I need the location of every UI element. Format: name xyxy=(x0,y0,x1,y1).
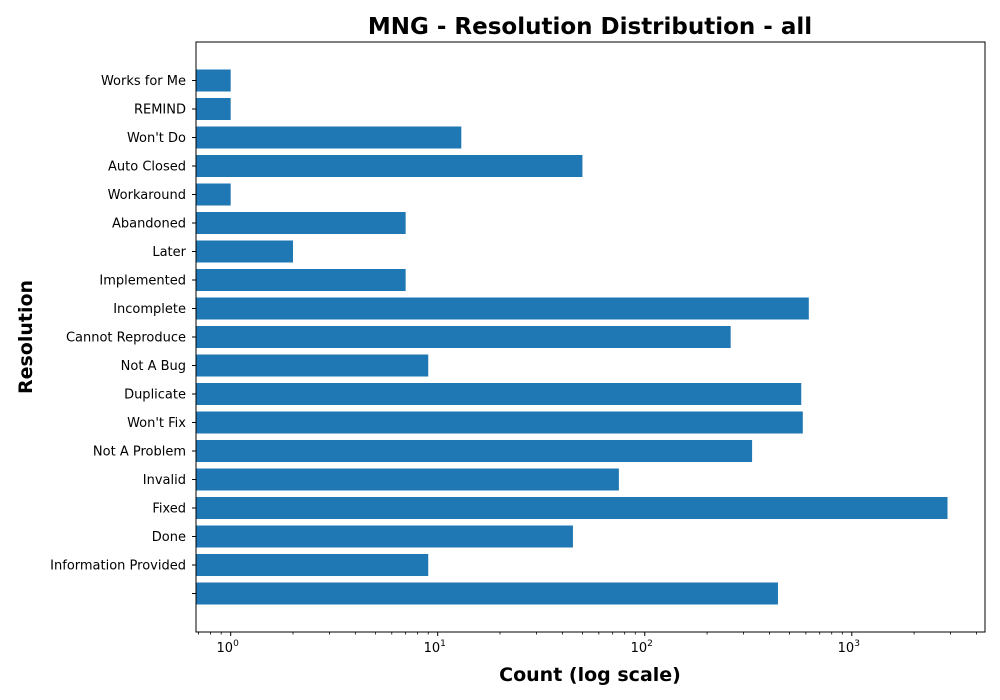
chart-title: MNG - Resolution Distribution - all xyxy=(368,14,812,40)
x-axis-label: Count (log scale) xyxy=(499,664,681,686)
y-tick-label: Later xyxy=(152,245,186,260)
bar xyxy=(196,269,406,291)
bar xyxy=(196,525,573,548)
bar xyxy=(196,582,778,605)
bar xyxy=(196,383,802,405)
x-tick-label: 100 xyxy=(217,639,240,656)
bars-layer xyxy=(196,69,948,605)
y-axis-label: Resolution xyxy=(15,280,37,394)
y-axis-ticks: Works for Me REMIND Won't Do Auto Closed Wor… xyxy=(50,74,196,594)
bar xyxy=(196,326,731,348)
y-tick-label: Information Provided xyxy=(50,559,186,574)
x-tick-label: 102 xyxy=(631,639,653,656)
x-axis-ticks: 100 101 102 103 xyxy=(198,632,977,656)
bar xyxy=(196,69,231,92)
y-tick-label: Auto Closed xyxy=(108,160,186,175)
bar xyxy=(196,497,948,519)
y-tick-label: Incomplete xyxy=(113,302,186,317)
y-tick-label: Invalid xyxy=(143,473,186,488)
bar xyxy=(196,126,462,149)
bar xyxy=(196,212,406,234)
y-tick-label: Won't Fix xyxy=(127,416,186,431)
y-tick-label: Workaround xyxy=(108,188,186,203)
y-tick-label: Cannot Reproduce xyxy=(66,331,186,346)
y-tick-label: Implemented xyxy=(99,274,186,289)
y-tick-label: Abandoned xyxy=(112,217,186,232)
bar xyxy=(196,297,809,320)
y-tick-label: Duplicate xyxy=(124,388,186,403)
y-tick-label: Done xyxy=(152,530,186,545)
y-tick-label: Fixed xyxy=(152,502,186,517)
bar xyxy=(196,354,429,377)
y-tick-label: Not A Bug xyxy=(121,359,186,374)
bar xyxy=(196,468,619,491)
bar xyxy=(196,411,803,434)
plot-frame xyxy=(195,41,986,633)
bar xyxy=(196,155,583,177)
y-tick-label: Won't Do xyxy=(127,131,186,146)
y-tick-label: Works for Me xyxy=(101,74,186,89)
y-tick-label: Not A Problem xyxy=(93,445,186,460)
x-tick-label: 101 xyxy=(424,639,446,656)
x-tick-label: 103 xyxy=(838,639,860,656)
bar xyxy=(196,440,753,462)
bar xyxy=(196,183,231,206)
y-tick-label: REMIND xyxy=(134,103,186,118)
bar xyxy=(196,554,429,576)
bar xyxy=(196,98,231,120)
bar xyxy=(196,240,294,263)
